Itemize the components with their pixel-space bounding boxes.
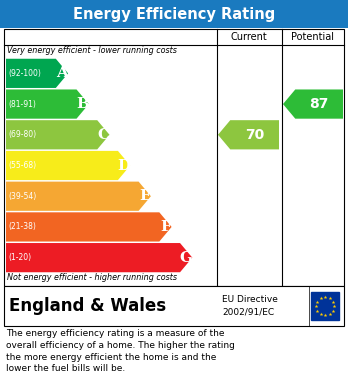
Text: (92-100): (92-100) xyxy=(8,69,41,78)
Bar xyxy=(311,292,339,320)
Text: E: E xyxy=(139,189,151,203)
Polygon shape xyxy=(6,120,110,149)
Text: 2002/91/EC: 2002/91/EC xyxy=(222,307,274,316)
Text: (81-91): (81-91) xyxy=(8,100,36,109)
Polygon shape xyxy=(6,212,172,242)
Polygon shape xyxy=(218,120,279,149)
Text: F: F xyxy=(160,220,171,234)
Bar xyxy=(4,29,344,286)
Polygon shape xyxy=(6,181,151,211)
Text: 70: 70 xyxy=(245,128,264,142)
Text: 87: 87 xyxy=(309,97,329,111)
Text: G: G xyxy=(180,251,193,265)
Text: Current: Current xyxy=(230,32,267,42)
Text: (21-38): (21-38) xyxy=(8,222,36,231)
Text: Potential: Potential xyxy=(292,32,334,42)
Polygon shape xyxy=(6,151,130,180)
Text: Energy Efficiency Rating: Energy Efficiency Rating xyxy=(73,7,275,22)
Polygon shape xyxy=(283,90,343,119)
Polygon shape xyxy=(6,243,192,272)
Text: (39-54): (39-54) xyxy=(8,192,36,201)
Bar xyxy=(4,286,344,326)
Polygon shape xyxy=(6,90,89,119)
Text: England & Wales: England & Wales xyxy=(9,297,166,315)
Text: D: D xyxy=(117,158,131,172)
Text: C: C xyxy=(97,128,109,142)
Text: Very energy efficient - lower running costs: Very energy efficient - lower running co… xyxy=(7,46,177,55)
Text: A: A xyxy=(56,66,68,81)
Text: B: B xyxy=(76,97,89,111)
Text: EU Directive: EU Directive xyxy=(222,296,278,305)
Bar xyxy=(0,0,348,28)
Text: The energy efficiency rating is a measure of the
overall efficiency of a home. T: The energy efficiency rating is a measur… xyxy=(6,329,235,373)
Text: Not energy efficient - higher running costs: Not energy efficient - higher running co… xyxy=(7,273,177,282)
Text: (69-80): (69-80) xyxy=(8,130,36,139)
Text: (55-68): (55-68) xyxy=(8,161,36,170)
Text: (1-20): (1-20) xyxy=(8,253,31,262)
Polygon shape xyxy=(6,59,68,88)
